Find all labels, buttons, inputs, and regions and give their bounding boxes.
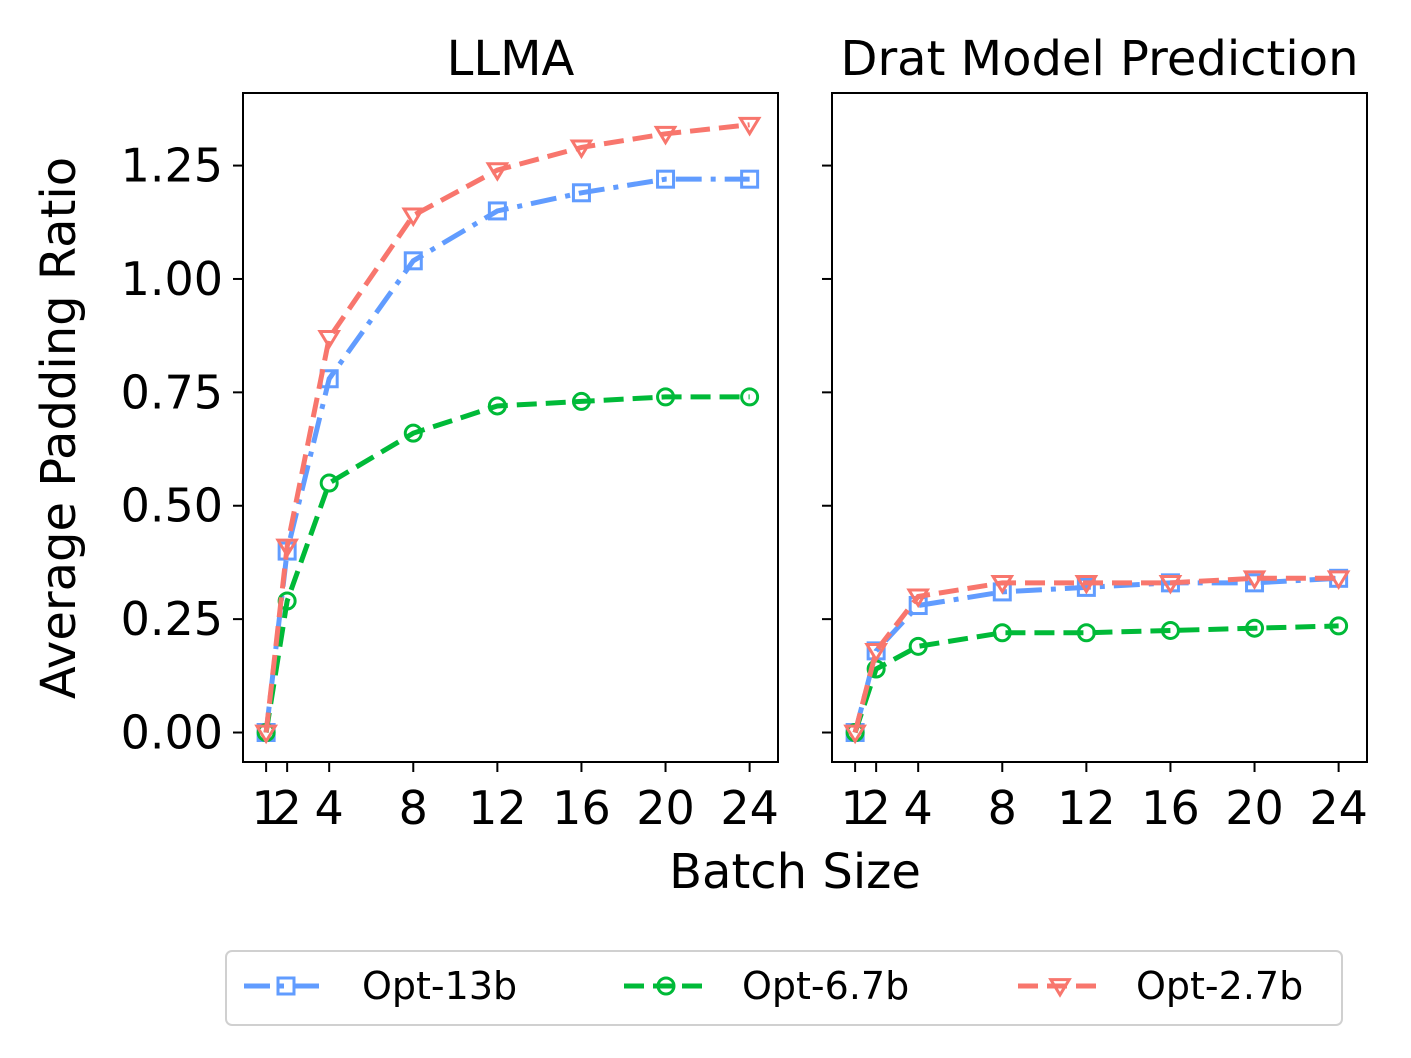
data-point-opt-2-7b [990,574,1015,595]
legend-marker-opt-2-7b [1048,978,1072,998]
data-point-opt-2-7b [864,642,889,663]
legend: Opt-13b Opt-6.7b Opt-2.7b [225,950,1343,1026]
data-point-opt-13b [403,251,423,271]
x-tick-label: 1 [251,781,280,835]
y-tick-label: 1.00 [121,252,223,306]
data-point-opt-2-7b [737,116,762,137]
legend-label-opt-2-7b: Opt-2.7b [1136,964,1303,1008]
x-tick-label: 20 [636,781,695,835]
series-line-opt-6-7b [852,623,1339,734]
data-point-opt-13b [487,201,507,221]
data-point-opt-6-7b [908,636,928,656]
plot-frame [242,92,779,763]
legend-box [225,950,1343,1026]
legend-marker-opt-13b [276,976,296,996]
data-point-opt-2-7b [653,125,678,146]
x-tick-label: 12 [1057,781,1116,835]
x-tick-label: 24 [720,781,779,835]
data-point-opt-2-7b [1158,574,1183,595]
data-point-opt-2-7b [1326,570,1351,591]
data-point-opt-6-7b [1160,620,1180,640]
data-point-opt-13b [740,169,760,189]
x-tick-label: 16 [552,781,611,835]
data-point-opt-2-7b [1074,574,1099,595]
panel-title: LLMA [447,31,575,87]
legend-label-opt-13b: Opt-13b [362,964,517,1008]
data-point-opt-6-7b [740,387,760,407]
data-point-opt-6-7b [992,623,1012,643]
x-tick-label: 4 [904,781,933,835]
x-tick-label: 8 [988,781,1017,835]
data-point-opt-6-7b [1076,623,1096,643]
y-tick-label: 0.25 [121,592,223,646]
data-point-opt-6-7b [403,423,423,443]
data-point-opt-2-7b [569,139,594,160]
x-axis-label: Batch Size [669,844,921,900]
y-tick-label: 0.50 [121,479,223,533]
data-point-opt-2-7b [485,162,510,182]
series-line-opt-13b [263,176,750,733]
data-point-opt-13b [1245,573,1265,593]
data-point-opt-2-7b [843,724,867,745]
data-point-opt-2-7b [317,330,342,350]
x-tick-label: 16 [1141,781,1200,835]
x-tick-label: 1 [840,781,869,835]
y-tick-label: 1.25 [121,139,223,193]
data-point-opt-2-7b [1242,570,1267,591]
legend-label-opt-6-7b: Opt-6.7b [742,964,909,1008]
y-tick-label: 0.00 [121,706,223,760]
legend-marker-opt-6-7b [656,976,676,996]
y-axis-label: Average Padding Ratio [31,157,87,699]
data-point-opt-2-7b [254,724,278,745]
series-line-opt-2-7b [852,575,1339,734]
x-tick-label: 4 [315,781,344,835]
data-point-opt-13b [571,183,591,203]
panel-title: Drat Model Prediction [840,31,1358,87]
series-line-opt-6-7b [263,394,750,733]
data-point-opt-13b [1076,577,1096,597]
data-point-opt-6-7b [1245,618,1265,638]
data-point-opt-6-7b [1329,616,1349,636]
data-point-opt-6-7b [656,387,676,407]
data-point-opt-2-7b [401,207,426,228]
x-tick-label: 12 [468,781,527,835]
data-point-opt-6-7b [571,391,591,411]
x-tick-label: 20 [1225,781,1284,835]
x-tick-label: 24 [1309,781,1368,835]
x-tick-label: 2 [862,781,891,835]
data-point-opt-2-7b [906,588,931,609]
data-point-opt-6-7b [319,473,339,493]
data-point-opt-13b [656,169,676,189]
series-line-opt-2-7b [263,122,750,733]
data-point-opt-2-7b [275,538,300,559]
x-tick-label: 8 [399,781,428,835]
plot-frame [831,92,1368,763]
x-tick-label: 2 [273,781,302,835]
data-point-opt-6-7b [487,396,507,416]
y-tick-label: 0.75 [121,365,223,419]
